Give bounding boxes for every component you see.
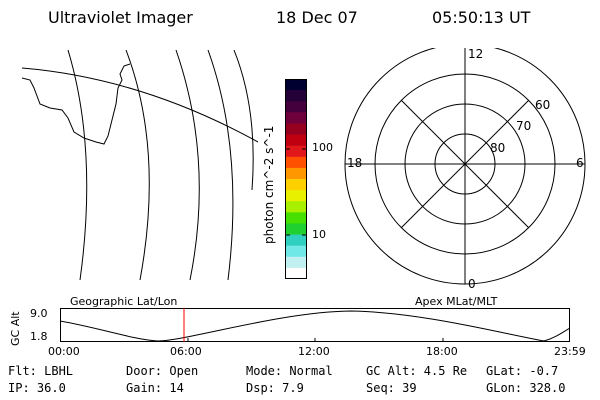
colorbar-segment [285,123,307,136]
colorbar-tick-100: 100 [312,141,333,154]
meridian-line [233,50,254,191]
date-label: 18 Dec 07 [276,8,358,27]
status-seq: Seq: 39 [366,381,417,395]
colorbar-segment [285,112,307,124]
gc-alt-plot [60,308,570,342]
gc-alt-axis-label: GC Alt [9,311,22,346]
gc-alt-tick-bottom: 1.8 [30,330,48,343]
mlt-label-6: 6 [576,156,584,170]
colorbar-segment [285,256,307,269]
gc-alt-curve [60,310,570,342]
time-tick-1200: 12:00 [298,345,330,358]
coastline [22,63,131,145]
time-tick-0000: 00:00 [48,345,80,358]
latitude-arc [22,67,258,143]
apex-panel-label: Apex MLat/MLT [415,295,498,308]
colorbar-segment [285,101,307,113]
colorbar-segment [285,223,307,236]
colorbar-segment [285,179,307,191]
status-glon: GLon: 328.0 [486,381,566,395]
meridian-line [175,50,200,280]
lat-label-70: 70 [516,119,531,133]
colorbar-units-label: photon cm^-2 s^-1 [262,125,276,244]
time-tick-1800: 18:00 [426,345,458,358]
meridian-line [125,50,150,280]
meridian-line [207,50,234,280]
status-gc-alt: GC Alt: 4.5 Re [366,364,468,378]
time-tick-2359: 23:59 [554,345,586,358]
status-glat: GLat: -0.7 [486,364,559,378]
colorbar-segment [285,245,307,258]
time-label: 05:50:13 UT [432,8,531,27]
colorbar-segment [285,156,307,169]
status-mode: Mode: Normal [246,364,333,378]
colorbar-segment [285,267,307,279]
lat-label-80: 80 [490,141,505,155]
status-gain: Gain: 14 [126,381,184,395]
status-dsp: Dsp: 7.9 [246,381,304,395]
colorbar-segment [285,79,307,91]
colorbar-segment [285,190,307,202]
color-scale-bar [285,79,307,279]
colorbar-segment [285,167,307,180]
instrument-title: Ultraviolet Imager [48,8,193,27]
geographic-panel-label: Geographic Lat/Lon [70,295,178,308]
colorbar-segment [285,201,307,213]
colorbar-segment [285,212,307,224]
meridian-line [67,50,88,280]
colorbar-segment [285,145,307,158]
colorbar-segment [285,90,307,102]
colorbar-segment [285,234,307,247]
colorbar-tick-10: 10 [312,228,326,241]
gc-alt-tick-top: 9.0 [30,307,48,320]
mlt-label-12: 12 [468,48,483,61]
geographic-map [22,50,258,280]
time-tick-0600: 06:00 [170,345,202,358]
lat-label-60: 60 [535,98,550,112]
status-ip: IP: 36.0 [8,381,66,395]
mlt-label-0: 0 [468,277,476,288]
status-filter: Flt: LBHL [8,364,74,378]
polar-plot: 12 18 6 0 60 70 80 [344,48,586,288]
mlt-label-18: 18 [347,156,362,170]
status-door: Door: Open [126,364,199,378]
colorbar-segment [285,134,307,147]
polar-diagonal [401,100,529,228]
